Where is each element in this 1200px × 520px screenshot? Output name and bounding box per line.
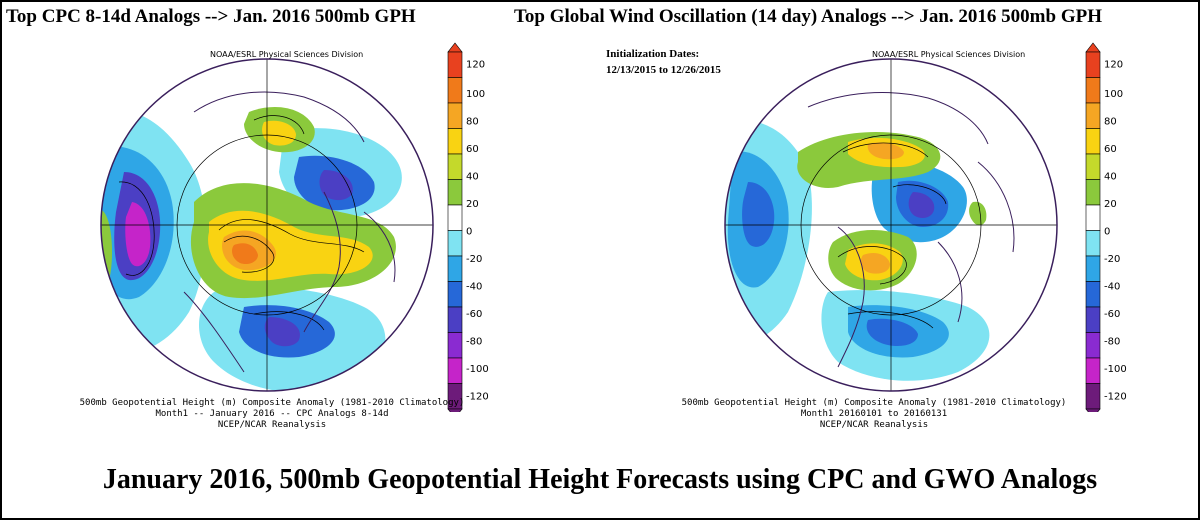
colorbar-swatch <box>1085 51 1101 78</box>
right-caption: 500mb Geopotential Height (m) Composite … <box>664 398 1084 431</box>
initialization-dates: Initialization Dates: 12/13/2015 to 12/2… <box>606 46 721 78</box>
colorbar-tick-label: 0 <box>1104 227 1110 238</box>
colorbar-swatch <box>447 179 463 206</box>
colorbar-tick-label: -60 <box>466 309 482 320</box>
colorbar-swatch <box>447 306 463 333</box>
colorbar-swatch <box>447 128 463 155</box>
colorbar-tick-label: 20 <box>466 199 479 210</box>
init-range: 12/13/2015 to 12/26/2015 <box>606 64 721 76</box>
colorbar-tick-label: -100 <box>1104 364 1127 375</box>
right-colorbar: 120 100 80 60 40 20 0 -20 -40 -60 -80 -100 -120 <box>1085 42 1127 412</box>
colorbar-swatch <box>1085 357 1101 384</box>
colorbar-swatch <box>1085 383 1101 410</box>
colorbar-tick-label: -40 <box>1104 281 1120 292</box>
colorbar-swatch <box>447 332 463 359</box>
colorbar-tick-label: -20 <box>466 254 482 265</box>
colorbar-tick-label: -40 <box>466 281 482 292</box>
colorbar-swatch <box>1085 128 1101 155</box>
colorbar-tick-label: 100 <box>1104 89 1123 100</box>
figure-footer-title: January 2016, 500mb Geopotential Height … <box>102 464 1098 495</box>
colorbar-swatch <box>447 102 463 129</box>
colorbar-tick-label: 0 <box>466 227 472 238</box>
colorbar-swatch <box>1085 179 1101 206</box>
right-caption-line3: NCEP/NCAR Reanalysis <box>819 420 929 430</box>
colorbar-swatch <box>1085 102 1101 129</box>
colorbar-swatch <box>447 204 463 231</box>
colorbar-tick-label: 20 <box>1104 199 1117 210</box>
colorbar-top-arrow <box>447 42 463 53</box>
colorbar-tick-label: 40 <box>1104 172 1117 183</box>
colorbar-tick-label: -20 <box>1104 254 1120 265</box>
right-panel-title: Top Global Wind Oscillation (14 day) Ana… <box>514 6 1102 27</box>
colorbar-swatch <box>1085 255 1101 282</box>
colorbar-tick-label: 40 <box>466 172 479 183</box>
colorbar-swatch <box>1085 332 1101 359</box>
left-colorbar: 120 100 80 60 40 20 0 -20 -40 -60 -80 -100 -120 <box>447 42 489 412</box>
colorbar-swatch <box>447 51 463 78</box>
left-caption-line1: 500mb Geopotential Height (m) Composite … <box>79 398 465 408</box>
left-credit: NOAA/ESRL Physical Sciences Division <box>210 50 364 59</box>
left-anomaly-map <box>100 58 434 392</box>
colorbar-tick-label: -120 <box>1104 391 1127 402</box>
colorbar-swatch <box>1085 230 1101 257</box>
colorbar-tick-label: 80 <box>1104 117 1117 128</box>
colorbar-tick-label: 100 <box>466 89 485 100</box>
colorbar-tick-label: -100 <box>466 364 489 375</box>
right-caption-line1: 500mb Geopotential Height (m) Composite … <box>681 398 1067 408</box>
left-panel-title: Top CPC 8-14d Analogs --> Jan. 2016 500m… <box>6 6 416 27</box>
colorbar-top-arrow <box>1085 42 1101 53</box>
colorbar-tick-label: -120 <box>466 391 489 402</box>
colorbar-swatch <box>1085 204 1101 231</box>
right-anomaly-map <box>724 58 1058 392</box>
colorbar-tick-label: 80 <box>466 117 479 128</box>
left-caption-line2: Month1 -- January 2016 -- CPC Analogs 8-… <box>155 409 389 419</box>
colorbar-swatch <box>447 357 463 384</box>
right-caption-line2: Month1 20160101 to 20160131 <box>800 409 948 419</box>
left-caption-line3: NCEP/NCAR Reanalysis <box>217 420 327 430</box>
colorbar-swatch <box>447 230 463 257</box>
colorbar-tick-label: -80 <box>466 336 482 347</box>
colorbar-swatch <box>447 281 463 308</box>
colorbar-tick-label: 60 <box>466 144 479 155</box>
right-credit: NOAA/ESRL Physical Sciences Division <box>872 50 1026 59</box>
colorbar-tick-label: 120 <box>1104 60 1123 71</box>
colorbar-swatch <box>447 153 463 180</box>
colorbar-swatch <box>1085 153 1101 180</box>
init-label: Initialization Dates: <box>606 48 700 60</box>
colorbar-swatch <box>447 255 463 282</box>
colorbar-swatch <box>447 77 463 104</box>
colorbar-bottom-arrow <box>1085 408 1101 412</box>
colorbar-tick-label: -80 <box>1104 336 1120 347</box>
colorbar-swatch <box>1085 77 1101 104</box>
colorbar-tick-label: 60 <box>1104 144 1117 155</box>
colorbar-swatch <box>1085 281 1101 308</box>
left-caption: 500mb Geopotential Height (m) Composite … <box>62 398 482 431</box>
colorbar-bottom-arrow <box>447 408 463 412</box>
colorbar-tick-label: -60 <box>1104 309 1120 320</box>
colorbar-swatch <box>1085 306 1101 333</box>
colorbar-tick-label: 120 <box>466 60 485 71</box>
